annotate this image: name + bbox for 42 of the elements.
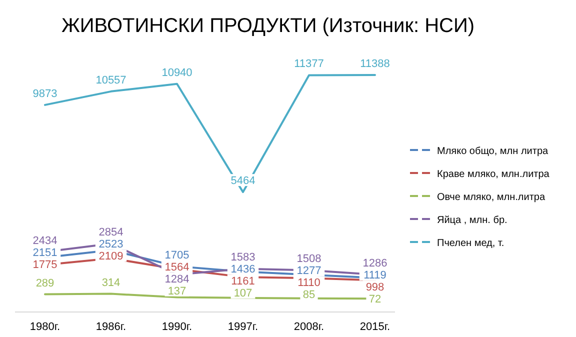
data-label: 998 [366, 282, 384, 294]
data-label: 9873 [32, 88, 58, 100]
data-label: 1775 [32, 258, 58, 271]
data-label: 2854 [98, 226, 124, 239]
legend-label: Краве мляко, млн.литра [437, 169, 550, 180]
data-label: 72 [368, 294, 382, 306]
x-tick-label: 1980г. [30, 321, 60, 333]
x-tick-label: 2015г. [360, 321, 390, 333]
data-label: 2434 [32, 234, 58, 247]
data-label: 1161 [231, 276, 255, 288]
data-label: 1119 [364, 270, 386, 282]
data-label: 1508 [296, 253, 322, 266]
data-label: 1564 [164, 261, 190, 274]
data-label: 1705 [164, 249, 190, 262]
data-label: 11388 [360, 58, 390, 70]
data-label: 1286 [362, 258, 388, 270]
data-label: 10940 [162, 66, 192, 79]
data-label: 2523 [98, 238, 124, 251]
legend-label: Мляко общо, млн литра [437, 146, 549, 157]
x-tick-label: 1997г. [228, 321, 258, 333]
data-label: 2151 [32, 246, 58, 259]
legend-label: Овче мляко, млн.литра [437, 192, 546, 203]
x-tick-label: 1986г. [96, 321, 126, 333]
x-tick-label: 1990г. [162, 321, 192, 333]
data-label: 137 [168, 285, 186, 298]
data-label: 11377 [294, 58, 324, 70]
data-label: 289 [36, 277, 54, 290]
data-label: 107 [234, 288, 252, 300]
data-label: 85 [302, 289, 316, 302]
data-label: 1110 [298, 277, 320, 290]
data-label: 10557 [96, 74, 126, 86]
data-label: 5464 [230, 175, 256, 188]
data-label: 314 [102, 276, 120, 289]
data-label: 1583 [230, 252, 256, 264]
data-label: 1277 [296, 265, 322, 278]
legend-label: Пчелен мед, т. [437, 238, 504, 249]
data-label: 1284 [164, 273, 190, 286]
data-label: 1436 [230, 264, 256, 276]
x-tick-label: 2008г. [294, 321, 324, 333]
legend-label: Яйца , млн. бр. [437, 215, 508, 226]
chart-title: ЖИВОТИНСКИ ПРОДУКТИ (Източник: НСИ) [61, 15, 475, 37]
data-label: 2109 [98, 250, 124, 263]
